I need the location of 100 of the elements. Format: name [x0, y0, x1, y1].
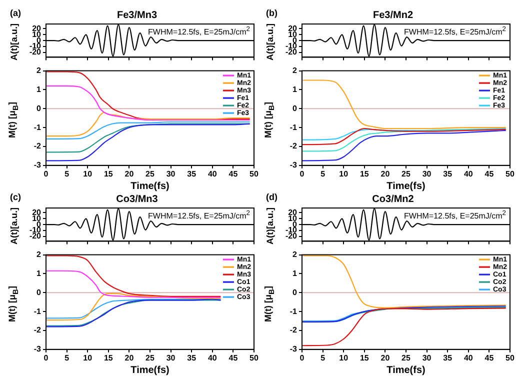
annotation: FWHM=12.5fs, E=25mJ/cm$^{2}$ [148, 25, 250, 38]
y-tick-label: 0 [36, 104, 42, 113]
x-tick-label: 50 [506, 169, 515, 178]
x-tick-label: 40 [208, 169, 218, 178]
text: (a) [10, 8, 21, 18]
x-tick-label: 40 [464, 353, 474, 362]
x-tick-label: 5 [320, 353, 326, 362]
y-tick-label: -2 [290, 142, 298, 151]
y-tick-label: 0 [292, 288, 298, 297]
x-axis-title: Time(fs) [130, 180, 170, 192]
annotation: FWHM=12.5fs, E=25mJ/cm$^{2}$ [148, 209, 250, 222]
y-tick-label: -2 [290, 326, 298, 335]
x-tick-label: 40 [208, 353, 218, 362]
x-tick-label: 35 [443, 169, 453, 178]
y-tick-label: -2 [34, 326, 42, 335]
chart-title: Fe3/Mn3 [116, 10, 158, 21]
line-series [302, 80, 506, 130]
y-tick-label: 2 [36, 66, 42, 76]
y-tick-label: 2 [292, 66, 298, 76]
x-tick-label: 5 [320, 169, 326, 178]
x-tick-label: 30 [166, 169, 176, 178]
y-tick-label: 2 [292, 250, 298, 260]
y-tick-label: -1 [34, 306, 42, 316]
x-tick-label: 10 [339, 353, 349, 362]
y-tick-label: -20 [285, 48, 298, 57]
chart-title: Fe3/Mn2 [372, 10, 414, 21]
line-series [46, 123, 250, 162]
x-tick-label: 0 [300, 169, 305, 178]
y-tick-label: 1 [36, 268, 42, 278]
line-series [46, 298, 222, 319]
line-series [302, 130, 506, 162]
y-tick-label: 1 [292, 268, 298, 278]
x-tick-label: 35 [443, 353, 453, 362]
x-tick-label: 30 [422, 169, 432, 178]
y-tick-label: -3 [34, 160, 42, 170]
x-tick-label: 35 [187, 353, 197, 362]
y-tick-label: -20 [29, 48, 42, 57]
y-tick-label: 1 [36, 84, 42, 94]
y-axis-title: A(t)[a.u.] [9, 24, 19, 60]
x-tick-label: 50 [250, 169, 259, 178]
x-tick-label: 0 [44, 353, 49, 362]
x-tick-label: 20 [380, 353, 390, 362]
line-series [302, 128, 506, 146]
x-tick-label: 15 [360, 353, 370, 362]
x-axis-title: Time(fs) [386, 180, 426, 192]
x-tick-label: 20 [124, 169, 134, 178]
x-tick-label: 20 [124, 353, 134, 362]
y-tick-label: -1 [290, 306, 298, 316]
x-tick-label: 15 [104, 353, 114, 362]
x-tick-label: 5 [64, 169, 70, 178]
x-tick-label: 45 [228, 169, 238, 178]
line-series [46, 255, 222, 297]
chart-title: Co3/Mn2 [372, 194, 414, 205]
x-tick-label: 45 [228, 353, 238, 362]
x-tick-label: 30 [422, 353, 432, 362]
y-axis-title: A(t)[a.u.] [265, 24, 275, 60]
y-tick-label: -20 [29, 232, 42, 241]
y-tick-label: -3 [34, 344, 42, 354]
chart-title: Co3/Mn3 [116, 194, 158, 205]
x-tick-label: 10 [83, 169, 93, 178]
y-axis-title: A(t)[a.u.] [265, 208, 275, 244]
line-series [46, 270, 222, 298]
x-tick-label: 0 [300, 353, 305, 362]
y-tick-label: 1 [292, 84, 298, 94]
line-series [46, 121, 250, 140]
annotation: FWHM=12.5fs, E=25mJ/cm$^{2}$ [404, 25, 506, 38]
x-tick-label: 20 [380, 169, 390, 178]
x-tick-label: 0 [44, 169, 49, 178]
y-tick-label: -3 [290, 160, 298, 170]
line-series [46, 123, 250, 153]
line-series [46, 85, 250, 121]
x-tick-label: 45 [484, 353, 494, 362]
x-tick-label: 5 [64, 353, 70, 362]
y-tick-label: 0 [36, 288, 42, 297]
x-tick-label: 35 [187, 169, 197, 178]
text: (b) [266, 8, 278, 18]
x-tick-label: 30 [166, 353, 176, 362]
line-series [302, 308, 506, 346]
text: (c) [10, 192, 21, 202]
annotation: FWHM=12.5fs, E=25mJ/cm$^{2}$ [404, 209, 506, 222]
y-tick-label: -3 [290, 344, 298, 354]
x-tick-label: 25 [146, 169, 155, 178]
y-tick-label: 0 [292, 104, 298, 113]
x-axis-title: Time(fs) [386, 364, 426, 376]
x-tick-label: 10 [83, 353, 93, 362]
y-tick-label: -1 [290, 122, 298, 132]
y-tick-label: -20 [285, 232, 298, 241]
x-tick-label: 15 [360, 169, 370, 178]
x-tick-label: 50 [506, 353, 515, 362]
y-tick-label: -2 [34, 142, 42, 151]
x-tick-label: 10 [339, 169, 349, 178]
x-tick-label: 25 [402, 353, 411, 362]
x-tick-label: 50 [250, 353, 259, 362]
line-series [46, 112, 250, 137]
x-tick-label: 40 [464, 169, 474, 178]
x-tick-label: 25 [146, 353, 155, 362]
x-axis-title: Time(fs) [130, 364, 170, 376]
y-tick-label: 2 [36, 250, 42, 260]
text: (d) [266, 192, 278, 202]
line-series [46, 293, 222, 321]
